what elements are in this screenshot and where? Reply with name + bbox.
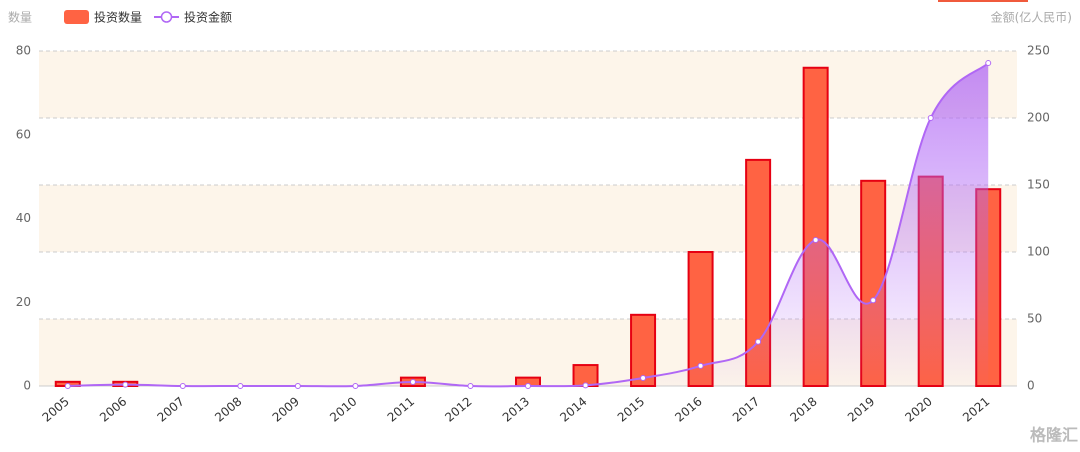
line-point — [582, 382, 589, 389]
y-tick-label: 20 — [16, 295, 31, 309]
line-point — [352, 383, 359, 389]
x-tick-label: 2008 — [212, 394, 244, 424]
x-tick-label: 2010 — [327, 394, 359, 424]
y2-tick-label: 100 — [1027, 245, 1050, 259]
y2-tick-label: 150 — [1027, 178, 1050, 192]
x-tick-label: 2006 — [97, 394, 129, 424]
line-point — [294, 383, 301, 389]
line-point — [179, 383, 186, 389]
x-tick-label: 2012 — [442, 394, 474, 424]
background-band — [39, 185, 1017, 252]
line-point — [64, 383, 71, 389]
x-tick-label: 2015 — [615, 394, 647, 424]
x-tick-label: 2009 — [270, 394, 302, 424]
line-point — [409, 378, 416, 385]
x-tick-label: 2018 — [787, 394, 819, 424]
x-tick-label: 2021 — [960, 394, 992, 424]
y2-tick-label: 50 — [1027, 312, 1042, 326]
line-point — [640, 374, 647, 381]
legend-swatch — [160, 11, 173, 23]
line-point — [467, 383, 474, 389]
y2-tick-label: 250 — [1027, 44, 1050, 58]
y-tick-label: 60 — [16, 127, 31, 141]
x-tick-label: 2005 — [40, 394, 72, 424]
x-tick-label: 2020 — [902, 394, 934, 424]
line-point — [812, 236, 819, 243]
line-point — [927, 115, 934, 121]
x-tick-label: 2014 — [557, 394, 589, 424]
x-tick-label: 2011 — [385, 394, 417, 424]
line-point — [122, 381, 129, 388]
y2-tick-label: 200 — [1027, 111, 1050, 125]
line-point — [697, 362, 704, 369]
x-tick-label: 2007 — [155, 394, 187, 424]
x-tick-label: 2019 — [845, 394, 877, 424]
legend-swatch — [64, 10, 89, 24]
y-tick-label: 40 — [16, 211, 31, 225]
y-tick-label: 0 — [23, 379, 31, 393]
legend-label: 投资金额 — [184, 10, 232, 25]
watermark: 格隆汇 — [1030, 426, 1078, 445]
line-point — [237, 383, 244, 389]
y-axis-label: 数量 — [8, 10, 32, 25]
line-area — [67, 63, 989, 387]
y-tick-label: 80 — [16, 44, 31, 58]
x-tick-label: 2013 — [500, 394, 532, 424]
line-point — [755, 338, 762, 345]
x-tick-label: 2016 — [672, 394, 704, 424]
background-band — [39, 51, 1017, 118]
line-point — [985, 60, 992, 67]
x-tick-label: 2017 — [730, 394, 762, 424]
line-point — [870, 297, 877, 304]
toolbar-edge — [938, 0, 1028, 2]
legend-label: 投资数量 — [94, 10, 142, 25]
y2-tick-label: 0 — [1027, 379, 1035, 393]
y2-axis-label: 金额(亿人民币) — [991, 10, 1072, 25]
line-point — [525, 383, 531, 389]
